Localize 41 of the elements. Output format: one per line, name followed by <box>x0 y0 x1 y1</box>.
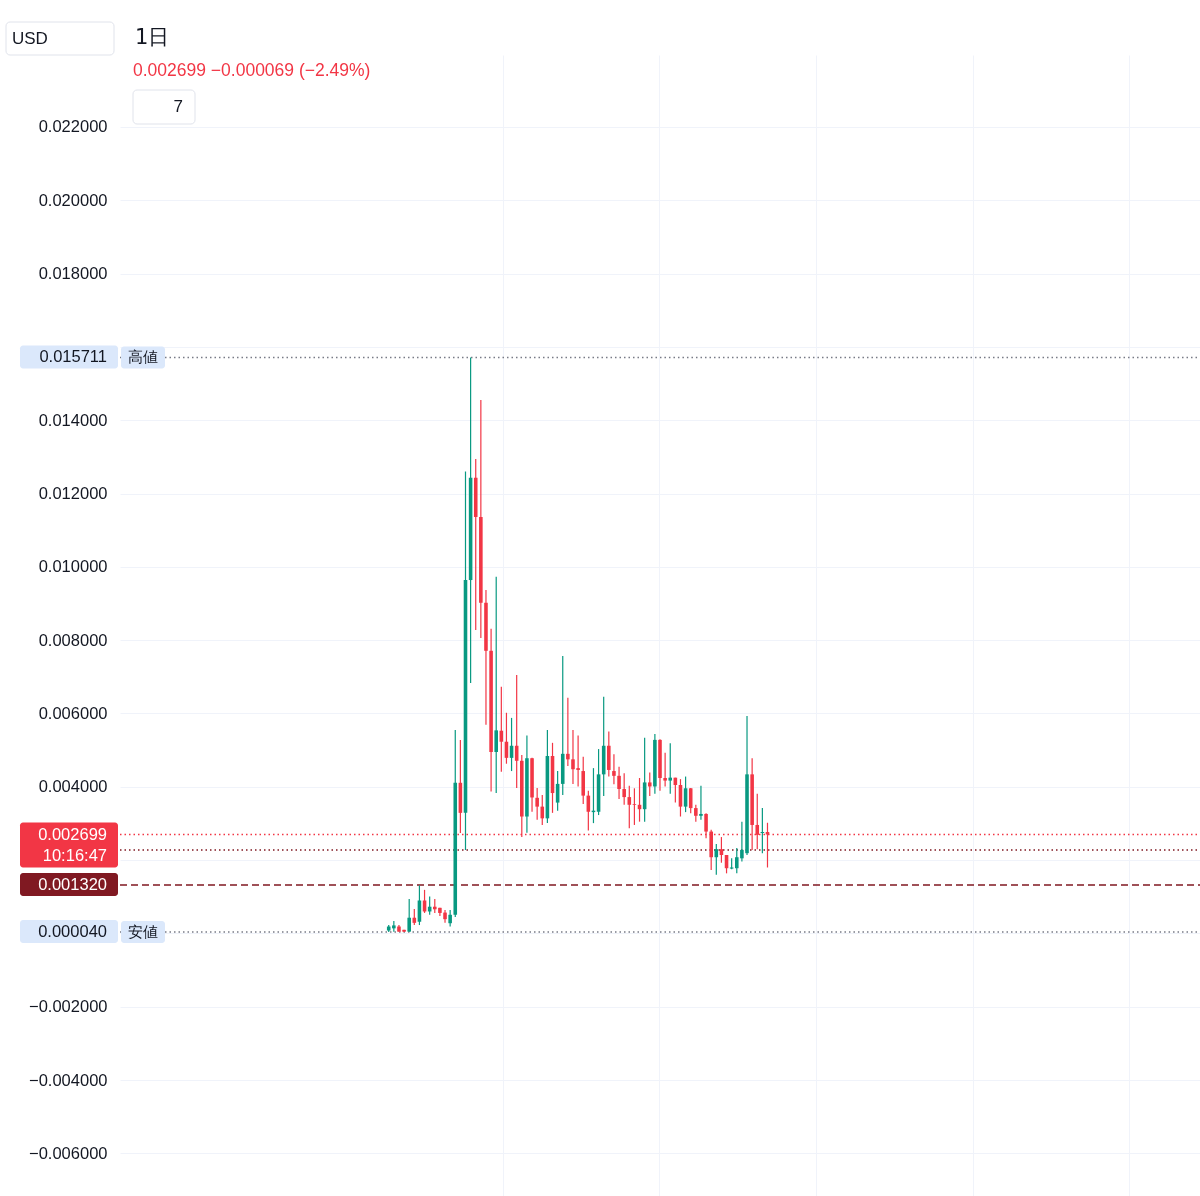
y-tick-label: 0.004000 <box>38 777 108 796</box>
text: 10:16:47 <box>42 845 107 864</box>
text: USD <box>12 28 48 48</box>
candlestick <box>627 785 632 829</box>
candlestick <box>535 787 539 821</box>
y-tick-label: −0.006000 <box>29 1143 108 1162</box>
y-tick-label: 0.012000 <box>38 484 108 503</box>
candlestick <box>566 697 570 767</box>
candlestick <box>622 772 626 806</box>
candlestick <box>407 898 411 933</box>
candlestick <box>632 787 637 826</box>
chart-title: 1日 <box>135 25 170 49</box>
y-tick-label: 0.022000 <box>38 117 108 136</box>
candlestick <box>699 785 703 821</box>
candlestick <box>704 812 708 839</box>
candlestick <box>494 576 498 794</box>
text: 0.015711 <box>39 347 107 366</box>
candlestick <box>540 794 545 826</box>
text: 0.002699 <box>38 824 107 843</box>
y-tick-label: 0.010000 <box>38 557 108 576</box>
annotation: 7 <box>173 97 183 116</box>
chart-subtitle: 0.002699 −0.000069 (−2.49%) <box>133 60 371 80</box>
y-tick-label: 0.014000 <box>38 410 108 429</box>
candlestick <box>448 909 452 928</box>
y-tick-label: 0.008000 <box>38 630 108 649</box>
y-tick-label: 0.020000 <box>38 190 108 209</box>
candlestick <box>663 752 667 788</box>
candlestick <box>617 766 621 800</box>
ref-line-label: 高値 <box>128 348 158 367</box>
candlestick <box>668 742 673 795</box>
y-tick-label: −0.002000 <box>29 997 108 1016</box>
candlestick <box>647 771 652 797</box>
y-tick-label: 0.018000 <box>38 264 108 283</box>
candlestick <box>443 909 447 924</box>
text: 0.000040 <box>38 922 107 941</box>
candlestick <box>612 753 616 785</box>
y-tick-label: 0.006000 <box>38 703 108 722</box>
text: 0.001320 <box>38 875 107 894</box>
candlestick <box>688 787 693 814</box>
y-tick-label: −0.004000 <box>29 1070 108 1089</box>
ref-line-label: 安値 <box>128 923 158 942</box>
